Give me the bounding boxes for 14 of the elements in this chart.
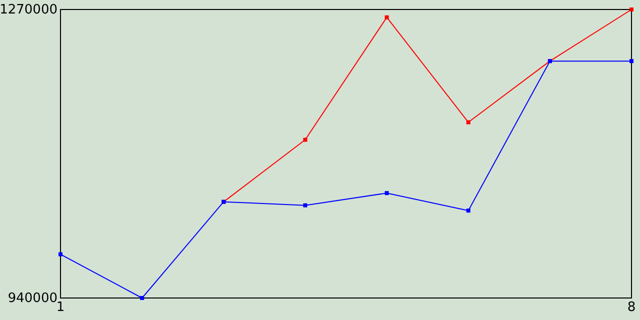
point — [303, 203, 308, 208]
x-tick-label: 8 — [627, 300, 636, 316]
point — [303, 138, 308, 142]
point — [384, 15, 389, 20]
point — [466, 120, 470, 124]
x-tick-label: 1 — [56, 300, 65, 316]
point — [630, 8, 634, 12]
y-tick-label: 940000 — [8, 291, 58, 306]
point — [384, 191, 389, 196]
point — [630, 59, 634, 64]
point — [58, 252, 62, 256]
point — [140, 296, 144, 300]
point — [466, 208, 470, 213]
y-tick-label: 1270000 — [0, 2, 58, 18]
